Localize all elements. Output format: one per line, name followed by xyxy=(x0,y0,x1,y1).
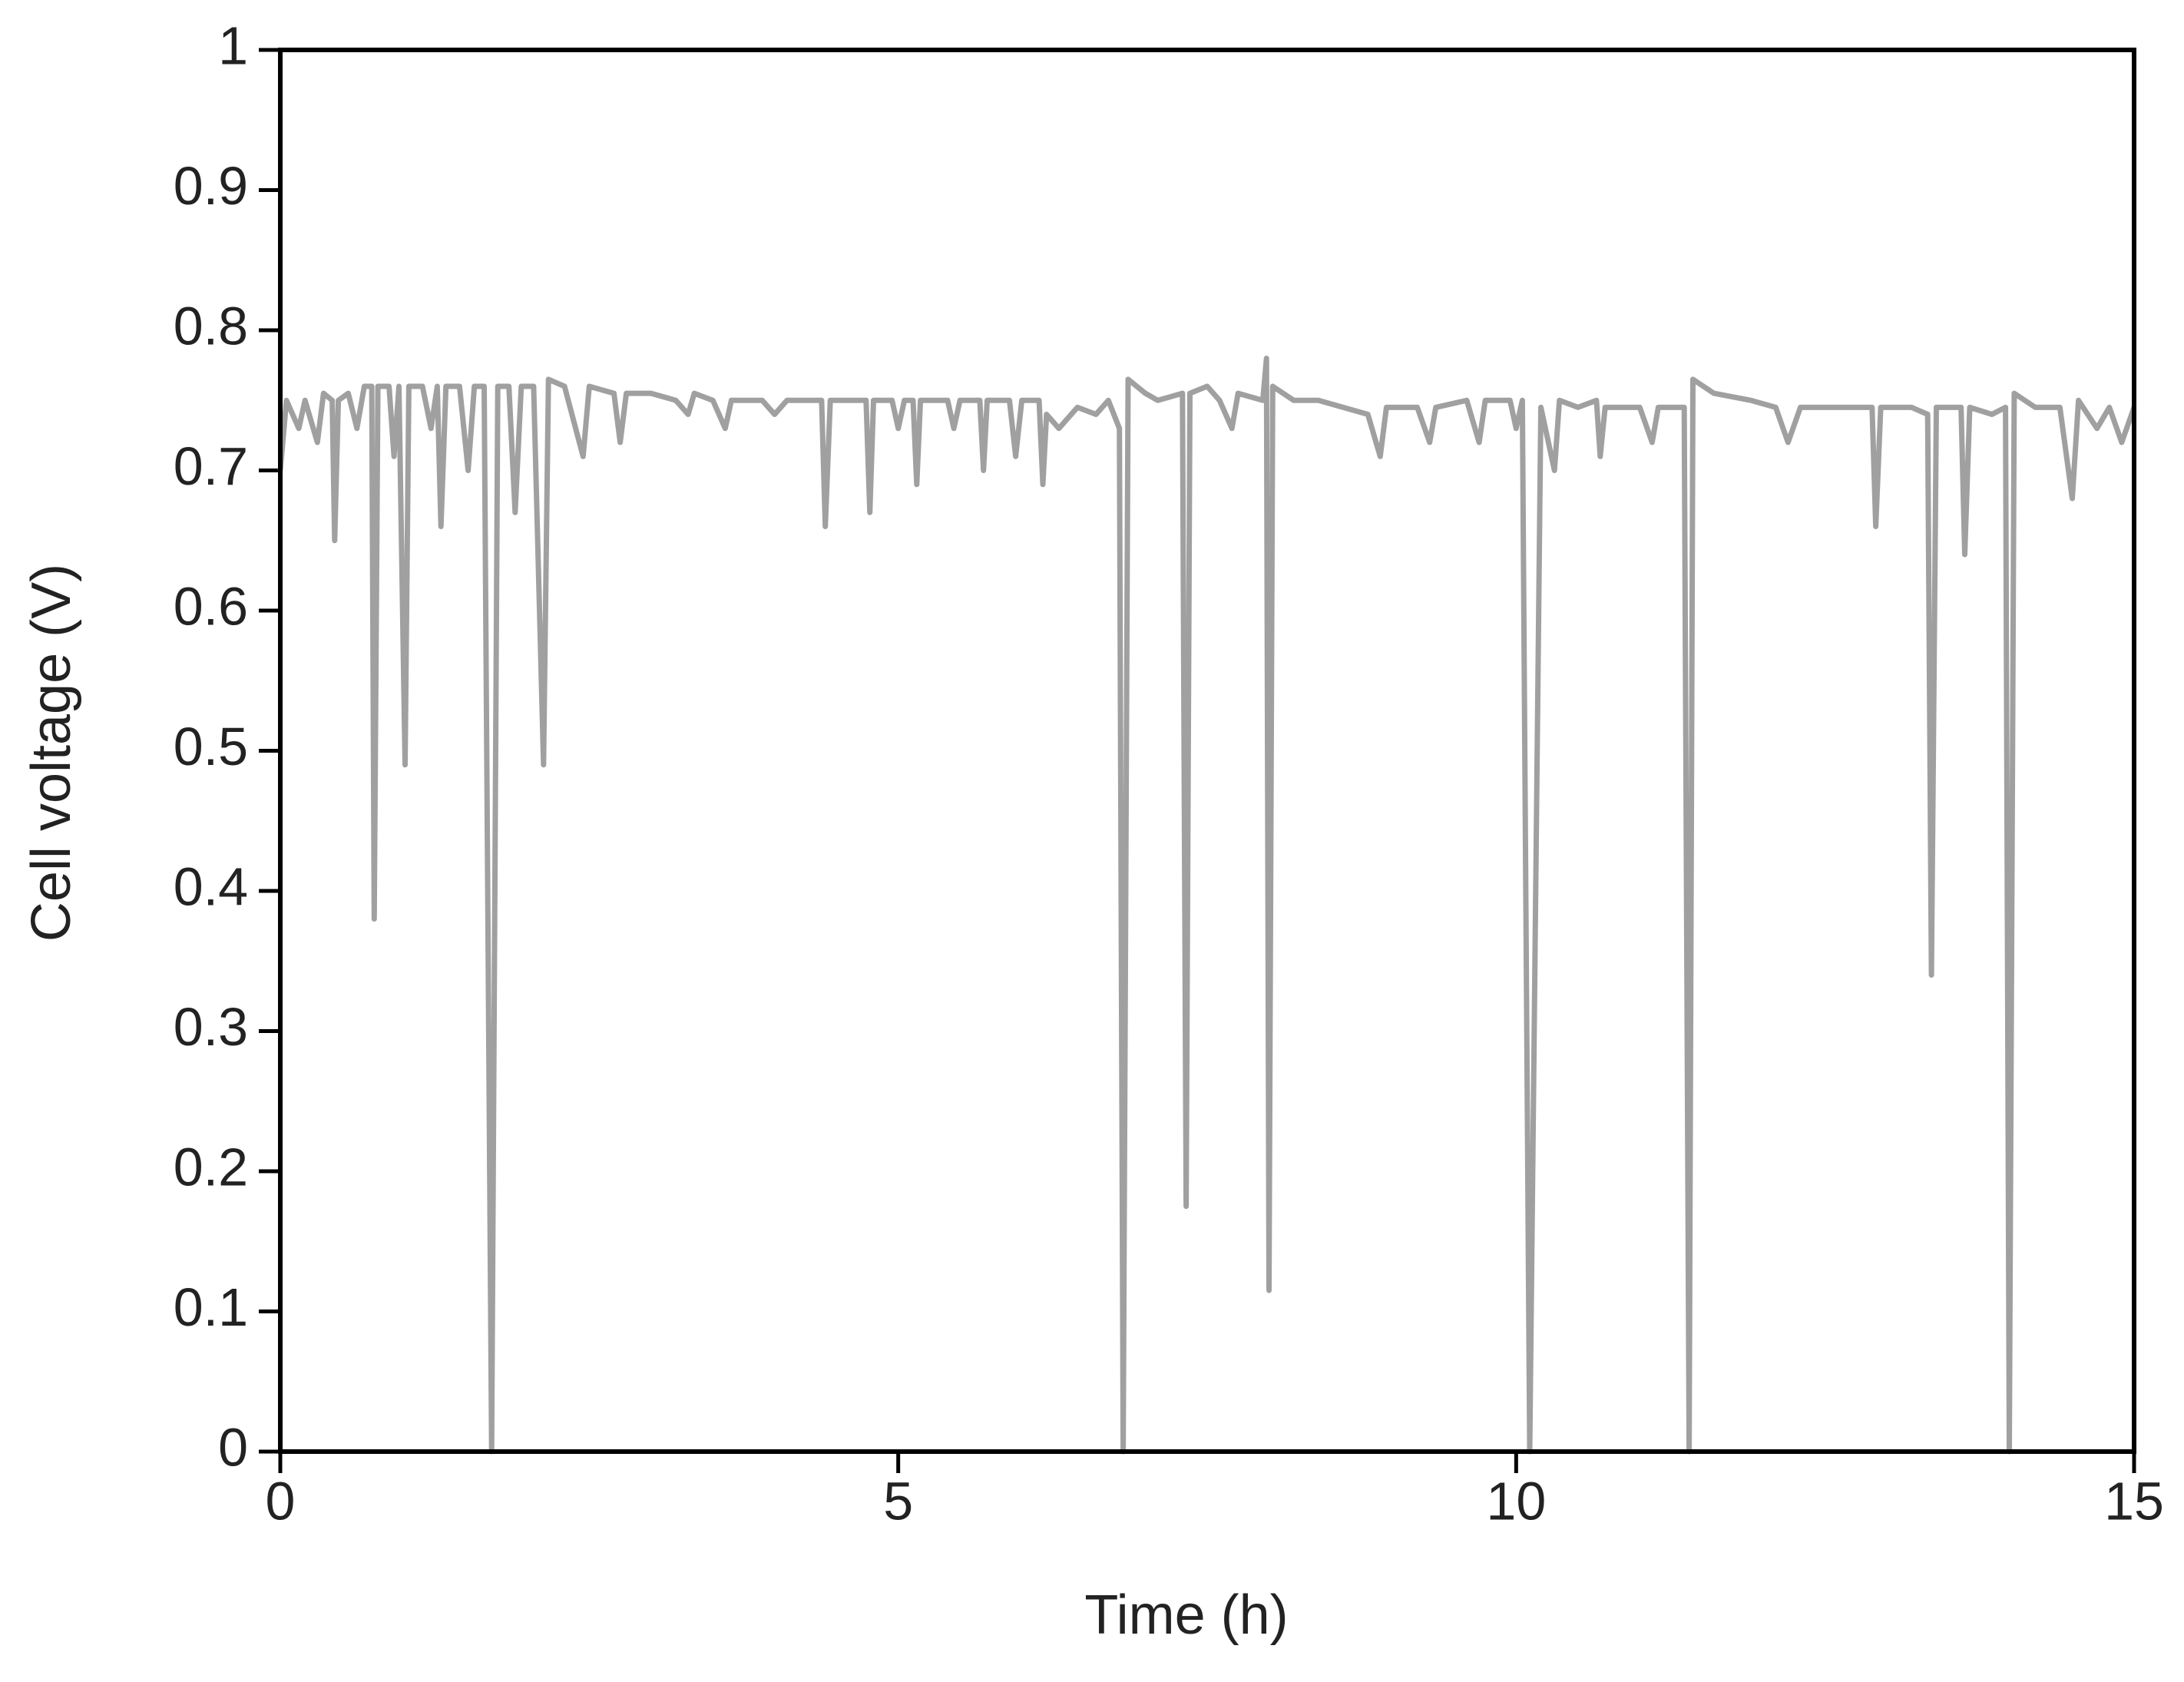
y-tick-label: 0.5 xyxy=(174,717,248,776)
y-tick-label: 0.3 xyxy=(174,997,248,1057)
y-tick-label: 0.8 xyxy=(174,296,248,356)
y-tick-label: 0.2 xyxy=(174,1137,248,1197)
voltage-line xyxy=(277,356,2137,1455)
x-axis-title: Time (h) xyxy=(1084,1584,1288,1646)
y-tick-label: 0 xyxy=(218,1417,248,1477)
y-tick-label: 0.9 xyxy=(174,156,248,216)
y-tick-label: 0.7 xyxy=(174,436,248,496)
x-tick-label: 0 xyxy=(266,1471,296,1531)
x-tick-label: 10 xyxy=(1486,1471,1546,1531)
x-tick-label: 5 xyxy=(883,1471,913,1531)
y-tick-label: 1 xyxy=(218,15,248,75)
y-tick-label: 0.1 xyxy=(174,1277,248,1337)
y-tick-label: 0.4 xyxy=(174,856,248,916)
y-tick-label: 0.6 xyxy=(174,576,248,636)
x-tick-label: 15 xyxy=(2104,1471,2164,1531)
plot-frame xyxy=(278,48,2136,1454)
y-axis-title: Cell voltage (V) xyxy=(21,564,82,942)
